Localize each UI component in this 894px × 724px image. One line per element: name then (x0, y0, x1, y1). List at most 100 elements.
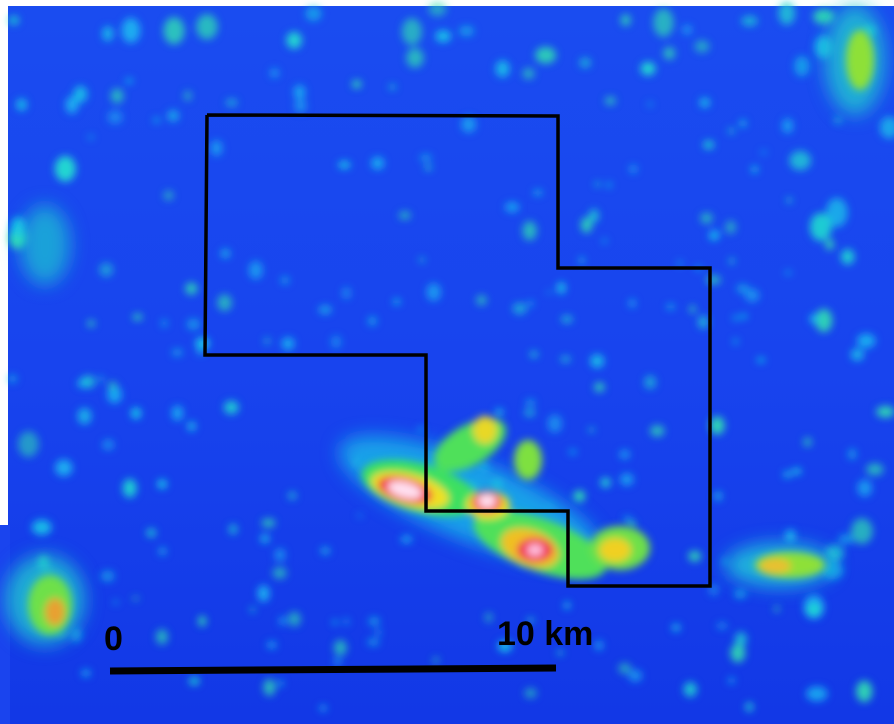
anomaly-spot (100, 570, 115, 582)
anomaly-spot (286, 31, 302, 49)
anomaly-spot (419, 154, 432, 162)
anomaly-spot (121, 17, 141, 44)
anomaly-spot (277, 680, 284, 687)
anomaly-spot (87, 320, 95, 327)
anomaly-spot (579, 57, 591, 68)
anomaly-spot (272, 566, 287, 579)
anomaly-spot (733, 589, 747, 600)
anomaly-spot (400, 535, 413, 543)
anomaly-spot (590, 354, 605, 368)
anomaly-spot (186, 318, 201, 331)
anomaly-spot (367, 316, 378, 326)
anomaly-spot (580, 217, 593, 233)
anomaly-spot (628, 520, 636, 528)
anomaly-spot (266, 641, 277, 649)
anomaly-spot (794, 55, 810, 77)
scale-bar-end-label: 10 km (497, 615, 593, 653)
anomaly-spot (398, 211, 411, 220)
anomaly-spot (815, 308, 833, 333)
anomaly-spot (87, 134, 94, 140)
anomaly-spot (73, 85, 88, 103)
scale-bar (109, 664, 557, 675)
anomaly-spot (563, 601, 571, 610)
anomaly-spot (401, 18, 422, 46)
anomaly-spot (330, 335, 342, 349)
anomaly-spot (840, 249, 855, 265)
anomaly-spot (102, 439, 115, 451)
license-boundary (203, 113, 712, 588)
anomaly-spot (826, 197, 848, 228)
anomaly-spot (628, 669, 643, 682)
anomaly-spot (876, 406, 894, 418)
anomaly-spot (533, 189, 543, 196)
anomaly-spot (375, 628, 382, 636)
anomaly-spot (813, 9, 835, 25)
anomaly-spot (424, 164, 432, 171)
anomaly-spot (261, 518, 276, 528)
anomaly-spot (257, 585, 270, 602)
anomaly-spot (773, 605, 780, 612)
anomaly-spot (783, 470, 792, 479)
anomaly-spot (709, 416, 725, 435)
anomaly-spot (406, 48, 424, 68)
anomaly-spot (732, 315, 740, 321)
anomaly-spot (278, 616, 287, 626)
anomaly-spot (146, 528, 156, 538)
anomaly-spot (728, 677, 735, 684)
anomaly-spot (741, 15, 758, 27)
anomaly-spot (155, 629, 169, 645)
anomaly-spot (495, 408, 504, 417)
anomaly-spot (594, 640, 604, 651)
anomaly-spot (850, 348, 865, 361)
anomaly-spot (107, 110, 123, 125)
anomaly-spot (107, 386, 122, 404)
anomaly-spot (547, 414, 563, 433)
anomaly-spot (320, 546, 331, 555)
anomaly-spot (628, 298, 636, 308)
anomaly-spot (198, 615, 207, 627)
anomaly-spot (293, 84, 306, 100)
anomaly-spot (866, 463, 884, 476)
anomaly-spot (879, 116, 894, 139)
anomaly-spot (55, 459, 73, 477)
anomaly-spot (522, 68, 535, 80)
anomaly-spot (433, 657, 439, 664)
anomaly-spot (573, 490, 586, 502)
anomaly-spot (782, 118, 794, 134)
anomaly-spot (663, 47, 676, 60)
anomaly-spot (249, 606, 256, 613)
anomaly-spot (368, 616, 380, 627)
map-edge (0, 525, 10, 724)
anomaly-spot (248, 261, 263, 280)
anomaly-spot (851, 518, 873, 545)
anomaly-spot (568, 449, 577, 455)
anomaly-spot (688, 550, 702, 562)
anomaly-spot (160, 318, 168, 328)
anomaly-spot (606, 181, 612, 189)
anomaly-spot (526, 617, 535, 623)
anomaly-spot (647, 101, 653, 107)
anomaly-spot (318, 305, 332, 315)
map-background (8, 6, 894, 724)
anomaly-spot (418, 257, 426, 263)
anomaly-spot (683, 682, 697, 697)
anomaly-spot (157, 479, 167, 489)
anomaly-spot (158, 547, 167, 556)
anomaly-spot (716, 622, 728, 630)
anomaly-spot (305, 6, 322, 22)
anomaly-spot (697, 315, 709, 329)
anomaly-spot (619, 449, 631, 460)
anomaly-spot (163, 190, 174, 201)
anomaly-spot (333, 657, 342, 666)
anomaly-spot (730, 643, 746, 663)
anomaly-spot (31, 519, 52, 535)
anomaly-spot (428, 1, 447, 17)
anomaly-spot (112, 600, 119, 605)
anomaly-spot (644, 375, 657, 390)
anomaly-spot (332, 619, 338, 625)
anomaly-spot (260, 533, 270, 544)
anomaly-spot (522, 221, 537, 241)
anomaly-spot (666, 303, 675, 310)
anomaly-spot (210, 140, 223, 156)
anomaly-spot (263, 678, 276, 696)
